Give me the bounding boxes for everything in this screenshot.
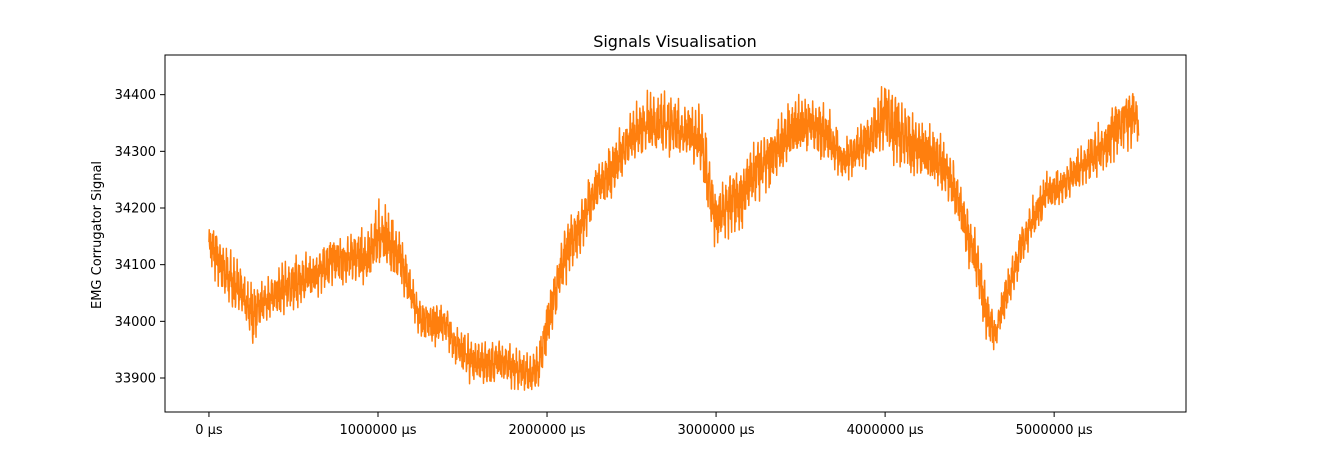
x-tick-label: 0 µs bbox=[195, 423, 223, 438]
x-tick-label: 4000000 µs bbox=[847, 423, 924, 438]
y-tick-label: 34400 bbox=[115, 88, 156, 103]
series-line bbox=[208, 86, 1140, 391]
y-tick-label: 34200 bbox=[115, 202, 156, 217]
plot-frame bbox=[164, 54, 1187, 413]
x-tick-label: 2000000 µs bbox=[508, 423, 585, 438]
y-tick-label: 34000 bbox=[115, 315, 156, 330]
chart-title: Signals Visualisation bbox=[593, 32, 757, 51]
y-tick-label: 34100 bbox=[115, 258, 156, 273]
y-axis-label: EMG Corrugator Signal bbox=[90, 161, 105, 309]
y-axis: 33900 34000 34100 34200 34300 34400 bbox=[115, 88, 165, 387]
x-tick-label: 1000000 µs bbox=[339, 423, 416, 438]
x-tick-label: 5000000 µs bbox=[1016, 423, 1093, 438]
y-tick-label: 34300 bbox=[115, 145, 156, 160]
series-layer bbox=[208, 86, 1140, 391]
x-tick-label: 3000000 µs bbox=[678, 423, 755, 438]
x-axis: 0 µs 1000000 µs 2000000 µs 3000000 µs 400000… bbox=[195, 412, 1093, 438]
y-tick-label: 33900 bbox=[115, 372, 156, 387]
